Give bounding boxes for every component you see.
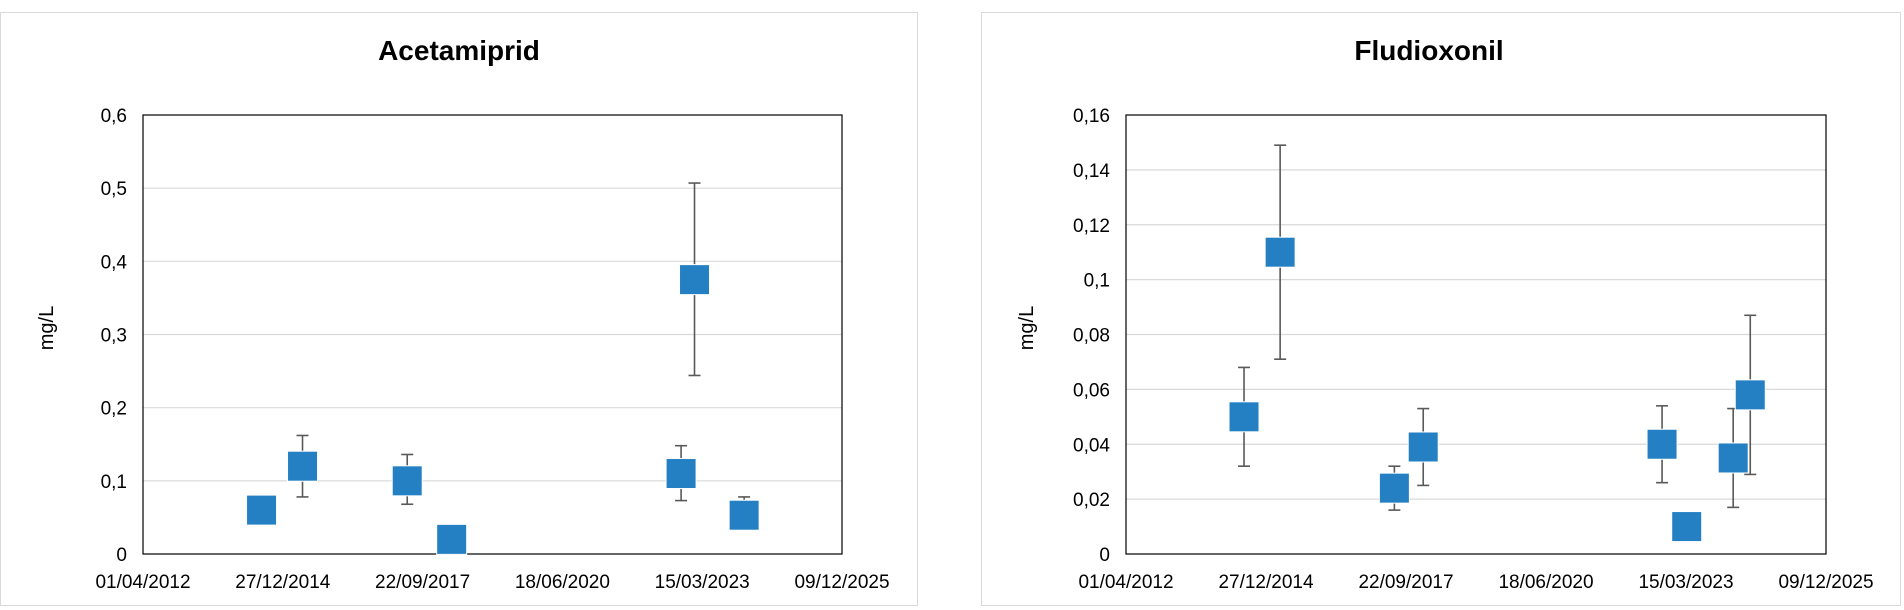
chart-svg-fludioxonil: Fludioxonil mg/L 0 0,02 0,04 0,06 0,08 0,1 0,1…: [1016, 35, 1874, 593]
chart-fludioxonil: Fludioxonil mg/L 0 0,02 0,04 0,06 0,08 0,1 0,1…: [981, 12, 1901, 606]
data-point: [1228, 401, 1260, 433]
x-tick-label: 27/12/2014: [1218, 572, 1314, 593]
data-point: [665, 458, 697, 490]
y-tick-label: 0,1: [101, 472, 127, 493]
chart-acetamiprid: Acetamiprid mg/L 0 0,1 0,2 0,3 0,4 0,5 0,6 01/0…: [0, 12, 918, 606]
x-tick-label: 01/04/2012: [95, 572, 190, 593]
y-tick-label: 0,06: [1073, 380, 1110, 401]
data-point: [1646, 428, 1678, 460]
chart-title: Acetamiprid: [378, 35, 540, 66]
data-point: [287, 450, 319, 482]
y-tick-label: 0,04: [1073, 435, 1110, 456]
y-axis-label: mg/L: [36, 306, 58, 350]
x-tick-label: 22/09/2017: [1358, 572, 1453, 593]
data-point: [1264, 236, 1296, 268]
x-tick-label: 01/04/2012: [1078, 572, 1173, 593]
y-tick-label: 0,3: [101, 326, 127, 347]
y-tick-label: 0,6: [101, 106, 127, 127]
x-tick-label: 15/03/2023: [1638, 572, 1733, 593]
x-tick-label: 18/06/2020: [515, 572, 610, 593]
y-tick-label: 0: [116, 545, 127, 566]
plot-border: [1125, 114, 1827, 555]
y-tick-label: 0,16: [1073, 106, 1110, 127]
plot-area: 0 0,02 0,04 0,06 0,08 0,1 0,12 0,14 0,16 01/04/20…: [1073, 106, 1874, 593]
x-tick-label: 18/06/2020: [1498, 572, 1593, 593]
y-tick-label: 0,02: [1073, 490, 1110, 511]
y-axis-label: mg/L: [1016, 306, 1038, 350]
y-tick-label: 0: [1099, 545, 1110, 566]
data-point: [1717, 442, 1749, 474]
data-point: [1671, 511, 1703, 543]
y-tick-label: 0,14: [1073, 161, 1110, 182]
plot-border: [142, 114, 843, 555]
data-point: [728, 499, 760, 531]
x-tick-label: 22/09/2017: [375, 572, 470, 593]
data-point: [246, 494, 278, 526]
data-point: [391, 465, 423, 497]
data-point: [1734, 379, 1766, 411]
plot-area: 0 0,1 0,2 0,3 0,4 0,5 0,6 01/04/2012 27/12/2014 2…: [95, 106, 889, 593]
data-point: [436, 523, 468, 555]
y-tick-label: 0,4: [101, 252, 128, 273]
data-point: [1378, 472, 1410, 504]
chart-svg-acetamiprid: Acetamiprid mg/L 0 0,1 0,2 0,3 0,4 0,5 0,6 01/0…: [36, 35, 890, 593]
chart-title: Fludioxonil: [1354, 35, 1503, 66]
y-tick-label: 0,2: [101, 399, 127, 420]
y-tick-label: 0,08: [1073, 326, 1110, 347]
x-tick-label: 09/12/2025: [794, 572, 889, 593]
y-tick-label: 0,12: [1073, 216, 1110, 237]
x-tick-label: 15/03/2023: [655, 572, 750, 593]
x-tick-label: 27/12/2014: [235, 572, 331, 593]
data-point: [679, 264, 711, 296]
y-tick-label: 0,5: [101, 179, 127, 200]
x-tick-label: 09/12/2025: [1778, 572, 1873, 593]
y-tick-label: 0,1: [1084, 271, 1110, 292]
data-point: [1407, 431, 1439, 463]
